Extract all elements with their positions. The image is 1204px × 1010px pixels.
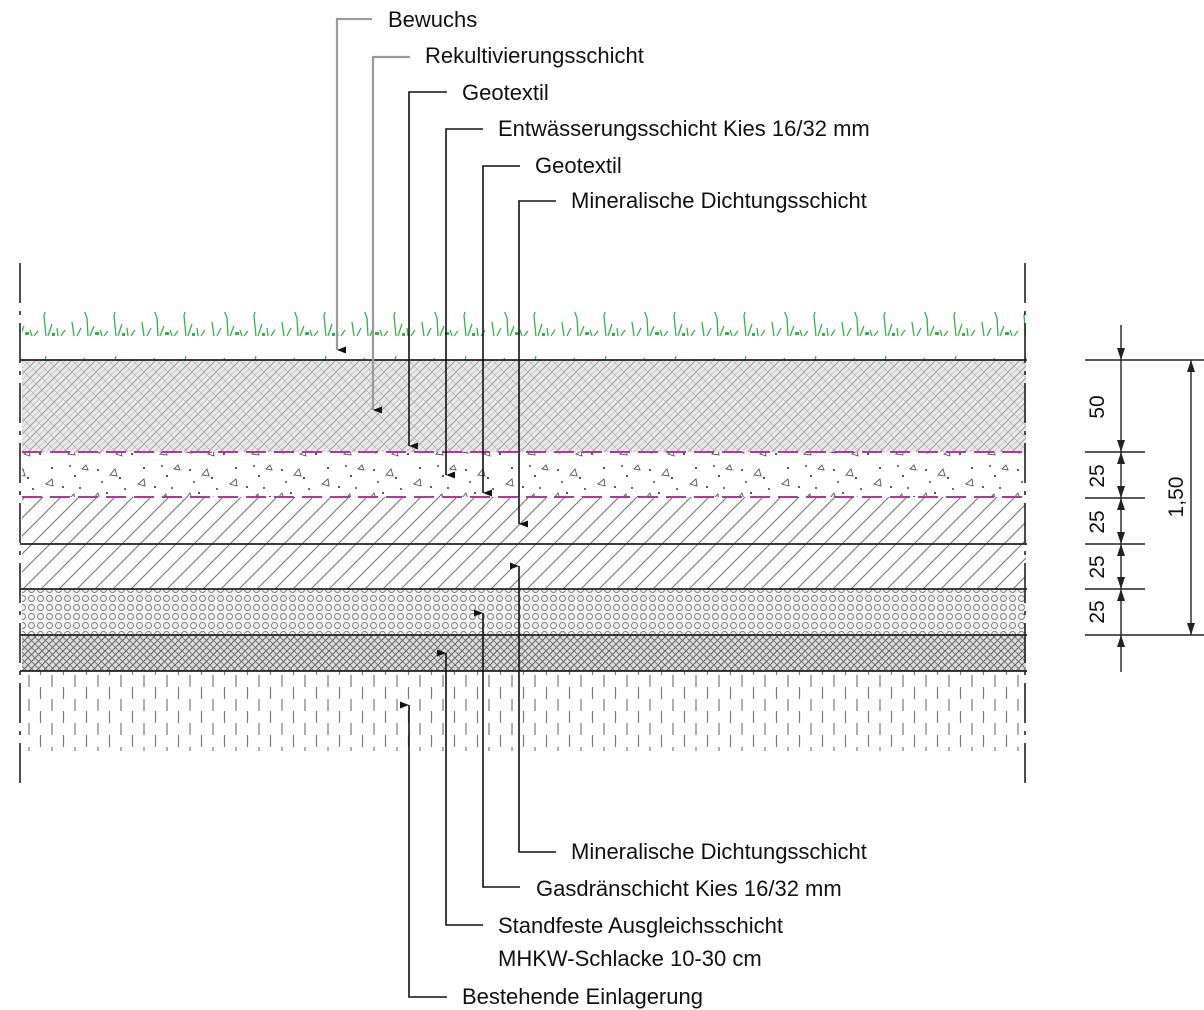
dim-label-25-a: 25	[1086, 464, 1109, 487]
layer-rekultivierungsschicht	[22, 360, 1026, 452]
top-labels: Bewuchs Rekultivierungsschicht Geotextil…	[388, 7, 870, 213]
label-geotextil-upper: Geotextil	[462, 80, 549, 105]
section-edges	[19, 263, 1026, 783]
layer-boundaries	[20, 359, 1027, 672]
dim-label-50: 50	[1086, 395, 1109, 418]
layer-gasdraenschicht	[22, 589, 1026, 635]
top-leaders	[335, 17, 556, 528]
dim-label-25-c: 25	[1086, 555, 1109, 578]
bottom-leaders	[400, 562, 556, 998]
label-mineralische-dichtungsschicht-top: Mineralische Dichtungsschicht	[571, 188, 867, 213]
label-mineralische-dichtungsschicht-bottom: Mineralische Dichtungsschicht	[571, 839, 867, 864]
label-gasdraenschicht: Gasdränschicht Kies 16/32 mm	[536, 876, 842, 901]
bottom-labels: Mineralische Dichtungsschicht Gasdränsch…	[462, 839, 867, 1009]
dimension-chain: 50 25 25 25 25 1,50	[1085, 325, 1204, 672]
layer-dichtungsschicht-lower	[22, 544, 1026, 589]
label-bestehende-einlagerung: Bestehende Einlagerung	[462, 984, 703, 1009]
dim-label-total: 1,50	[1165, 477, 1188, 518]
label-entwaesserungsschicht: Entwässerungsschicht Kies 16/32 mm	[498, 116, 870, 141]
layer-entwaesserungsschicht	[22, 452, 1026, 497]
layer-ausgleichsschicht	[22, 635, 1026, 671]
label-mhkw-schlacke: MHKW-Schlacke 10-30 cm	[498, 946, 762, 971]
layer-bestehende-einlagerung	[22, 671, 1026, 751]
layer-stack	[22, 360, 1026, 751]
label-rekultivierungsschicht: Rekultivierungsschicht	[425, 43, 644, 68]
grass-layer	[22, 312, 1026, 360]
label-geotextil-lower: Geotextil	[535, 153, 622, 178]
dim-label-25-d: 25	[1086, 600, 1109, 623]
layer-dichtungsschicht-upper	[22, 497, 1026, 544]
label-standfeste-ausgleichsschicht: Standfeste Ausgleichsschicht	[498, 913, 783, 938]
label-bewuchs: Bewuchs	[388, 7, 477, 32]
dim-label-25-b: 25	[1086, 510, 1109, 533]
